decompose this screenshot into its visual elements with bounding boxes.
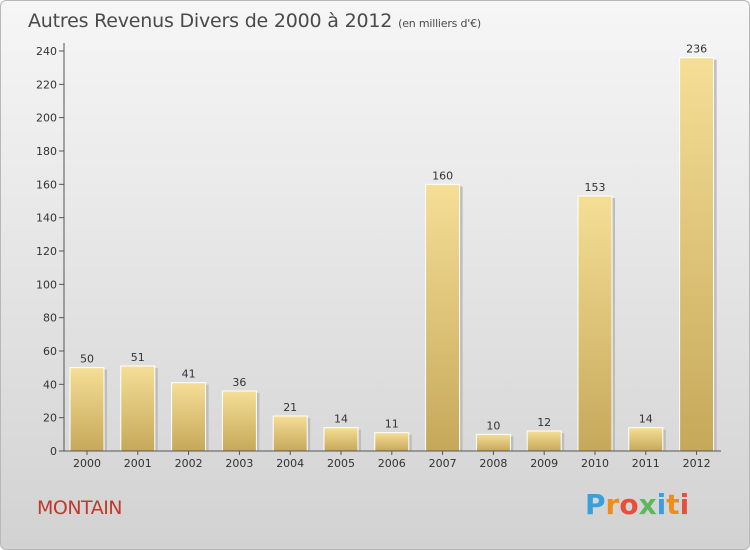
bar-2012 (679, 57, 715, 452)
chart-title: Autres Revenus Divers de 2000 à 2012 (en … (28, 10, 481, 32)
x-tick-label-2003: 2003 (225, 457, 253, 470)
logo-letter: x (638, 488, 657, 521)
y-tick-label-20: 20 (43, 412, 57, 425)
bar-2006 (374, 432, 410, 452)
bar-2011 (628, 427, 664, 452)
x-tick-label-2004: 2004 (276, 457, 304, 470)
bar-2004 (272, 415, 308, 452)
y-tick-label-180: 180 (36, 145, 57, 158)
y-tick-label-160: 160 (36, 178, 57, 191)
y-tick-label-220: 220 (36, 78, 57, 91)
proxiti-logo: Proxiti (585, 488, 689, 521)
logo-letter: i (656, 488, 667, 521)
y-tick-label-60: 60 (43, 345, 57, 358)
logo-letter: P (585, 488, 606, 521)
y-tick-label-0: 0 (50, 445, 57, 458)
logo-letter: o (619, 488, 639, 521)
x-tick-label-2010: 2010 (581, 457, 609, 470)
bar-2007 (425, 183, 461, 452)
x-tick-label-2008: 2008 (479, 457, 507, 470)
x-tick-label-2005: 2005 (327, 457, 355, 470)
logo-letter: t (666, 488, 680, 521)
data-label-2001: 51 (131, 351, 145, 364)
y-tick-label-80: 80 (43, 312, 57, 325)
x-tick-label-2011: 2011 (632, 457, 660, 470)
data-label-2012: 236 (686, 43, 707, 56)
bar-2003 (221, 390, 257, 452)
data-label-2010: 153 (585, 181, 606, 194)
x-tick-label-2007: 2007 (429, 457, 457, 470)
y-tick-label-100: 100 (36, 278, 57, 291)
bar-2010 (577, 195, 613, 452)
x-tick-label-2006: 2006 (378, 457, 406, 470)
bar-2002 (171, 382, 207, 452)
x-tick-label-2009: 2009 (530, 457, 558, 470)
y-tick-label-240: 240 (36, 45, 57, 58)
axes-group: 2000 2001 2002 2003 2004 2005 2006 2007 2008 2009… (36, 43, 721, 470)
x-tick-label-2001: 2001 (124, 457, 152, 470)
data-label-2007: 160 (432, 169, 453, 182)
data-label-2005: 14 (334, 413, 348, 426)
y-tick-label-140: 140 (36, 212, 57, 225)
y-tick-label-200: 200 (36, 112, 57, 125)
data-label-2006: 11 (385, 418, 399, 431)
bars-group: 50 51 41 36 21 14 11 160 10 12 153 14 236 (69, 43, 717, 452)
data-label-2008: 10 (486, 419, 500, 432)
data-label-2002: 41 (182, 368, 196, 381)
bar-2008 (475, 433, 511, 452)
chart-subtitle: (en milliers d'€) (398, 17, 482, 30)
x-tick-label-2002: 2002 (175, 457, 203, 470)
y-tick-label-120: 120 (36, 245, 57, 258)
commune-name: MONTAIN (37, 497, 123, 519)
data-label-2004: 21 (283, 401, 297, 414)
logo-letter: r (605, 488, 620, 521)
chart-title-text: Autres Revenus Divers de 2000 à 2012 (28, 10, 393, 32)
bar-2001 (120, 365, 156, 452)
logo-letter: i (679, 488, 690, 521)
x-tick-label-2000: 2000 (73, 457, 101, 470)
bar-2009 (526, 430, 562, 452)
bar-2000 (69, 367, 105, 452)
data-label-2003: 36 (232, 376, 246, 389)
data-label-2000: 50 (80, 353, 94, 366)
y-tick-label-40: 40 (43, 378, 57, 391)
bar-2005 (323, 427, 359, 452)
data-label-2011: 14 (639, 413, 653, 426)
data-label-2009: 12 (537, 416, 551, 429)
x-tick-label-2012: 2012 (683, 457, 711, 470)
